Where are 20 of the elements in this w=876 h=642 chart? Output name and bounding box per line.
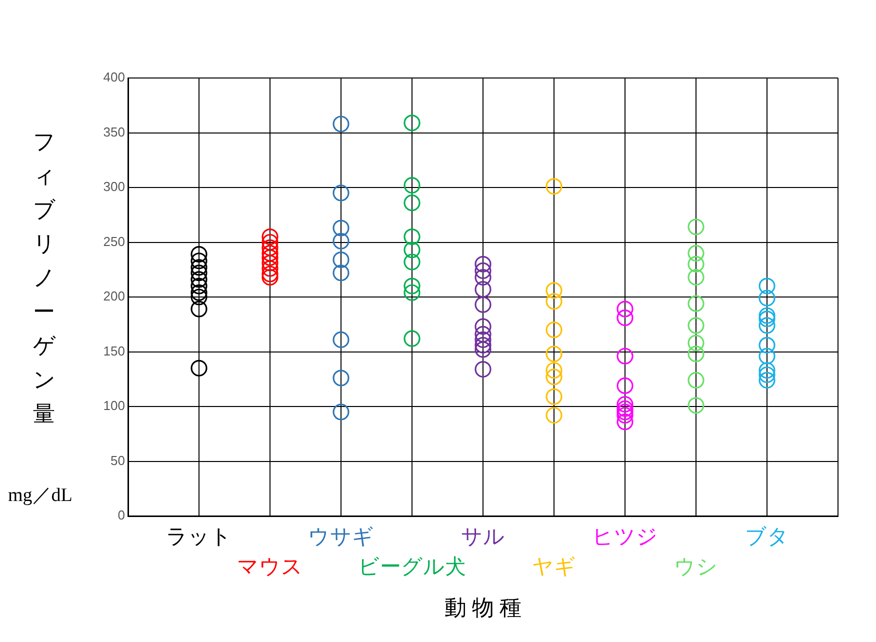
x-tick-label: ブタ	[745, 524, 789, 549]
y-tick-label: 200	[103, 288, 125, 304]
x-tick-label: ウシ	[674, 554, 718, 579]
y-tick-label: 300	[103, 179, 125, 194]
x-tick-label: ビーグル犬	[358, 554, 466, 579]
x-tick-label: サル	[461, 524, 505, 549]
x-axis-title: 動 物 種	[444, 594, 522, 620]
y-tick-label: 350	[103, 124, 125, 140]
y-tick-label: 400	[103, 70, 125, 85]
y-tick-label: 250	[103, 234, 125, 249]
y-tick-label: 150	[103, 343, 125, 358]
x-tick-label: ラット	[166, 524, 232, 549]
x-tick-label: ウサギ	[308, 524, 374, 549]
x-tick-label: マウス	[237, 554, 303, 579]
text: フィブリノーゲン量 mg／dL	[8, 129, 72, 506]
x-tick-label: ヤギ	[532, 554, 576, 579]
y-tick-label: 0	[118, 508, 125, 523]
x-tick-label: ヒツジ	[592, 524, 658, 549]
y-tick-label: 100	[103, 398, 125, 414]
y-tick-label: 50	[110, 452, 125, 468]
